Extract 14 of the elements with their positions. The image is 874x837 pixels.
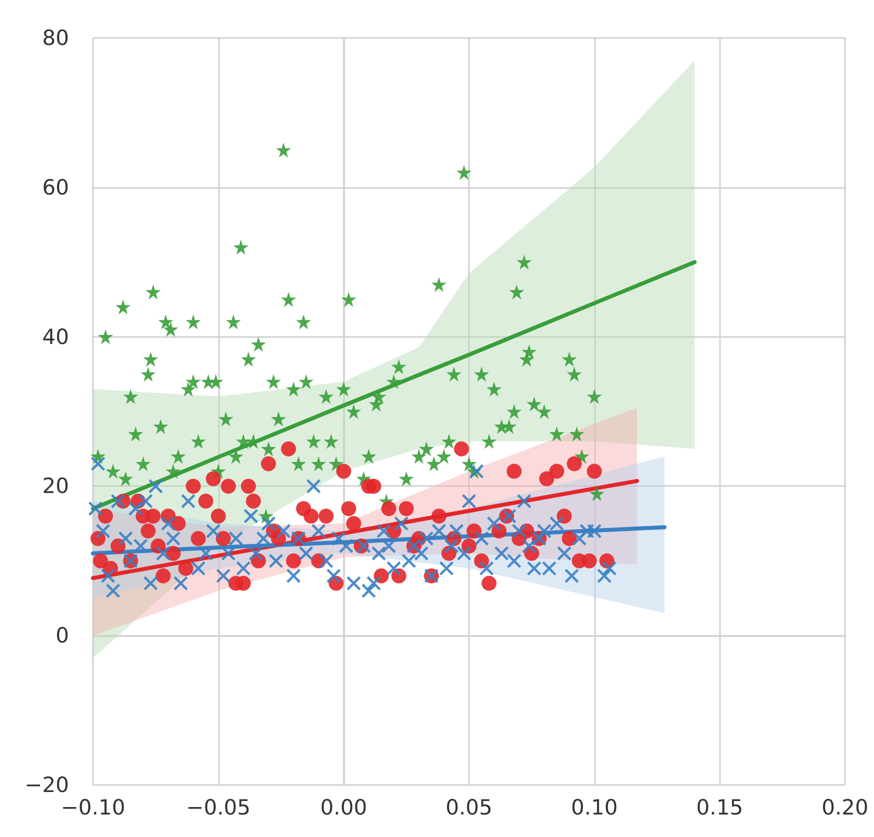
x-tick-label: 0.00 xyxy=(320,796,368,820)
x-tick-label: 0.20 xyxy=(822,796,868,820)
x-tick-label: 0.10 xyxy=(570,796,618,820)
y-tick-label: −20 xyxy=(24,773,69,797)
x-tick-label: −0.10 xyxy=(60,796,126,820)
y-tick-label: 60 xyxy=(42,175,69,200)
line-series xyxy=(91,478,639,580)
x-tick-label: 0.05 xyxy=(446,796,492,820)
y-tick-label: 20 xyxy=(42,474,69,498)
x-tick-label: 0.15 xyxy=(696,796,744,820)
y-tick-label: 80 xyxy=(42,26,69,50)
y-tick-label: 40 xyxy=(42,324,69,349)
x-tick-label: −0.05 xyxy=(186,796,251,820)
y-tick-label: 0 xyxy=(56,624,69,648)
